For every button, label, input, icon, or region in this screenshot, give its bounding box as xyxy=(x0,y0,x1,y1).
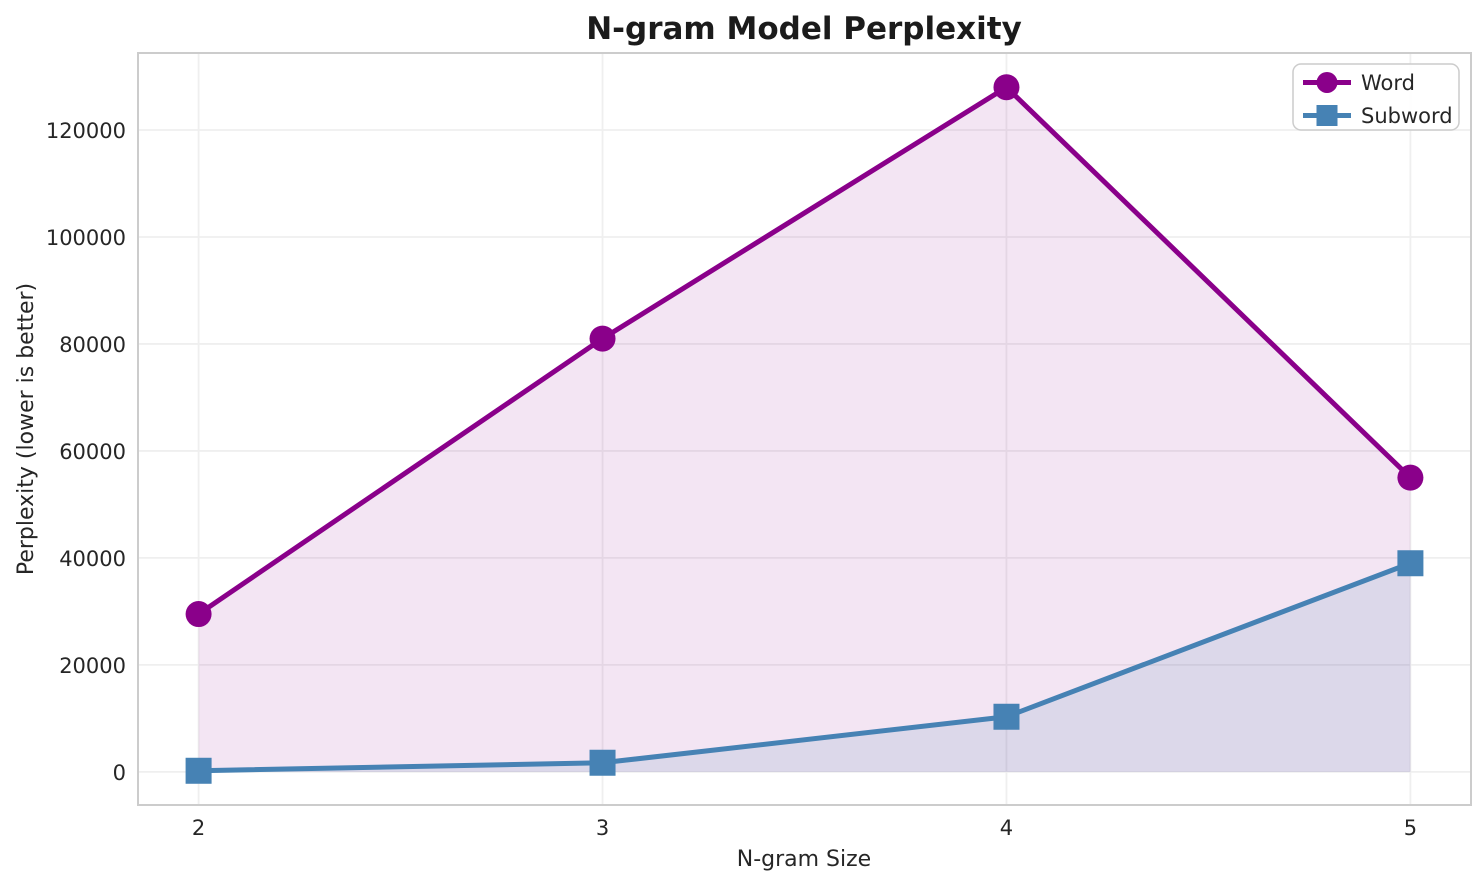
y-tick-label: 100000 xyxy=(46,226,126,250)
subword-marker-point xyxy=(993,703,1020,730)
legend: Word Subword xyxy=(1292,63,1460,131)
x-tick-label: 3 xyxy=(596,816,609,840)
word-series-line xyxy=(196,84,1413,617)
legend-square-marker-icon xyxy=(1316,105,1338,126)
subword-marker-point xyxy=(1397,550,1424,577)
y-tick-label: 40000 xyxy=(59,547,126,571)
x-tick-label: 5 xyxy=(1404,816,1417,840)
x-tick-label: 4 xyxy=(1000,816,1013,840)
chart-title: N-gram Model Perplexity xyxy=(586,11,1022,47)
x-axis-label: N-gram Size xyxy=(737,847,871,872)
plot-border xyxy=(137,52,1472,806)
subword-marker-point xyxy=(589,749,616,776)
subword-marker-point xyxy=(185,757,212,784)
word-area-fill xyxy=(198,87,1411,772)
word-marker-point xyxy=(589,325,616,352)
legend-label: Subword xyxy=(1361,104,1453,128)
x-tick-label: 2 xyxy=(192,816,205,840)
legend-circle-marker-icon xyxy=(1316,72,1338,93)
y-tick-label: 120000 xyxy=(46,119,126,143)
subword-series-line xyxy=(196,560,1413,774)
y-tick-label: 60000 xyxy=(59,440,126,464)
y-axis-label: Perplexity (lower is better) xyxy=(14,283,39,575)
y-tick-label: 20000 xyxy=(59,654,126,678)
legend-label: Word xyxy=(1361,71,1415,95)
word-marker-point xyxy=(1397,464,1424,491)
y-tick-label: 0 xyxy=(113,761,126,785)
word-marker-point xyxy=(993,74,1020,101)
plot-area: 2 3 4 5 0 20000 40000 60000 80000 100000 120000 xyxy=(46,52,1472,840)
subword-area-fill xyxy=(198,563,1411,772)
y-tick-label: 80000 xyxy=(59,333,126,357)
word-marker-point xyxy=(185,601,212,628)
